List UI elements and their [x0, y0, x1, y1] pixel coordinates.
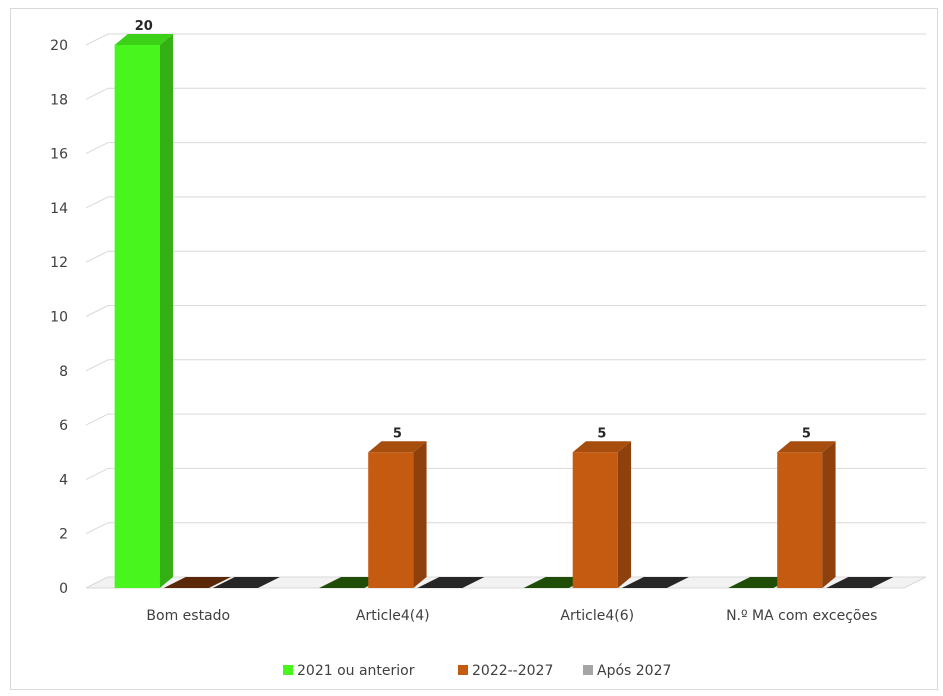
- x-tick-label: Article4(4): [356, 608, 430, 624]
- gridline-connector: [85, 522, 109, 535]
- bar-0-1: [163, 577, 231, 588]
- legend-label: Após 2027: [597, 663, 671, 679]
- data-label: 5: [393, 426, 402, 441]
- legend-label: 2021 ou anterior: [297, 663, 415, 679]
- legend-item: 2021 ou anterior: [283, 663, 415, 679]
- bar-2-1: [572, 441, 632, 588]
- y-tick-label: 6: [59, 418, 68, 434]
- y-tick-label: 14: [50, 201, 68, 217]
- gridline-connector: [85, 359, 109, 372]
- legend-swatch: [583, 665, 593, 675]
- y-tick-label: 4: [59, 472, 68, 488]
- legend-swatch: [458, 665, 468, 675]
- legend-item: 2022--2027: [458, 663, 553, 679]
- x-tick-label: Bom estado: [146, 608, 230, 624]
- gridline-connector: [85, 87, 109, 100]
- bar-3-2: [826, 577, 894, 588]
- gridline-connector: [85, 250, 109, 263]
- bar-1-2: [417, 577, 485, 588]
- y-tick-label: 16: [50, 147, 68, 163]
- legend-label: 2022--2027: [472, 663, 553, 679]
- gridline-connector: [85, 142, 109, 155]
- bar-0-0: [114, 34, 173, 588]
- data-label: 5: [802, 426, 811, 441]
- data-label: 20: [135, 19, 153, 34]
- y-tick-label: 12: [50, 255, 68, 271]
- legend-swatch: [283, 665, 293, 675]
- bar-0-2: [212, 577, 280, 588]
- bar-2-2: [621, 577, 689, 588]
- legend: 2021 ou anterior 2022--2027 Após 2027: [283, 663, 671, 679]
- x-tick-label: N.º MA com exceções: [726, 608, 877, 624]
- gridline-connector: [85, 305, 109, 317]
- gridline-connector: [85, 196, 109, 209]
- x-tick-label: Article4(6): [560, 608, 634, 624]
- y-tick-label: 8: [59, 364, 68, 380]
- bar-1-1: [368, 441, 427, 588]
- data-label: 5: [597, 426, 606, 441]
- gridline-connector: [85, 413, 109, 426]
- gridline-connector: [85, 33, 109, 46]
- y-tick-label: 2: [59, 527, 68, 543]
- legend-item: Após 2027: [583, 663, 671, 679]
- y-tick-label: 10: [50, 310, 68, 326]
- y-tick-label: 20: [50, 38, 68, 54]
- y-tick-label: 18: [50, 92, 68, 108]
- gridline-connector: [85, 467, 109, 480]
- y-tick-label: 0: [59, 581, 68, 597]
- bar-3-1: [777, 441, 836, 588]
